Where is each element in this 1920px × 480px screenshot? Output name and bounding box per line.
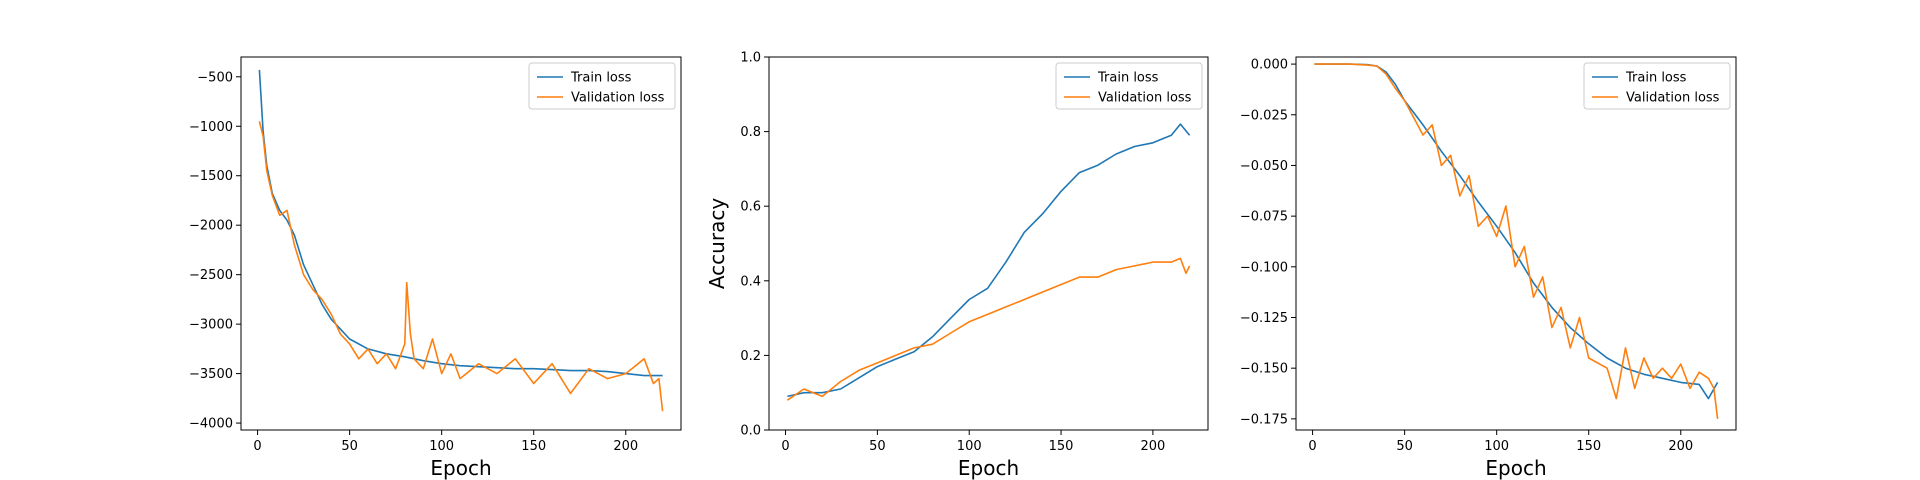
x-axis-label: Epoch (958, 456, 1019, 480)
x-tick-label: 100 (957, 439, 982, 454)
series-line-validation-2 (786, 257, 1191, 401)
y-tick-label: −1500 (189, 169, 233, 184)
legend-box (528, 62, 676, 110)
y-axis-label: Accuracy (705, 198, 729, 289)
y-tick-label: 0.000 (1251, 58, 1288, 73)
legend-label-train: Train loss (570, 71, 632, 86)
y-tick-label: −2000 (189, 219, 233, 234)
chart-panel-3: 0 50 100 150 200 0.000 −0.025 −0.050 −0.075 −0.10… (1240, 56, 1737, 480)
x-tick-label: 200 (613, 439, 638, 454)
y-tick-label: 0.6 (740, 200, 761, 215)
axes-frame (768, 56, 1209, 431)
legend-label-validation: Validation loss (1098, 91, 1192, 106)
legend-label-validation: Validation loss (1626, 91, 1720, 106)
y-tick-label: −500 (197, 70, 233, 85)
y-tick-label: −0.075 (1240, 210, 1288, 225)
x-tick-label: 50 (341, 439, 358, 454)
axes-frame (1295, 56, 1737, 431)
y-tick-label: −0.025 (1240, 108, 1288, 123)
y-tick-label: −0.050 (1240, 159, 1288, 174)
x-tick-label: 50 (869, 439, 886, 454)
legend-box (1583, 62, 1731, 110)
series-line-train-3 (1314, 63, 1719, 400)
x-tick-label: 150 (521, 439, 546, 454)
x-tick-label: 100 (429, 439, 454, 454)
x-tick-label: 50 (1396, 439, 1413, 454)
axes-frame (240, 56, 682, 431)
legend: Train loss Validation loss (1055, 62, 1203, 110)
x-tick-label: 150 (1576, 439, 1601, 454)
y-tick-label: −2500 (189, 268, 233, 283)
legend: Train loss Validation loss (528, 62, 676, 110)
legend: Train loss Validation loss (1583, 62, 1731, 110)
y-tick-label: −3000 (189, 318, 233, 333)
series-line-train-2 (787, 123, 1191, 398)
series-line-validation-1 (258, 121, 664, 412)
y-tick-label: −0.175 (1240, 412, 1288, 427)
legend-label-validation: Validation loss (571, 91, 665, 106)
legend-label-train: Train loss (1625, 71, 1687, 86)
chart-panel-1: 0 50 100 150 200 −4000 −3500 −3000 −2500 −2000 −15… (189, 56, 682, 480)
chart-panel-2: 0 50 100 150 200 0.0 0.2 0.4 0.6 0.8 1.0 Epoch Accur… (705, 51, 1209, 480)
x-tick-label: 0 (781, 439, 789, 454)
y-tick-label: −0.100 (1240, 260, 1288, 275)
y-tick-label: −1000 (189, 120, 233, 135)
x-axis-label: Epoch (430, 456, 491, 480)
x-tick-label: 0 (1308, 439, 1316, 454)
x-tick-label: 200 (1668, 439, 1693, 454)
y-tick-label: 1.0 (740, 51, 761, 66)
y-tick-label: −0.125 (1240, 311, 1288, 326)
legend-label-train: Train loss (1097, 71, 1159, 86)
x-tick-label: 150 (1049, 439, 1074, 454)
y-tick-label: 0.4 (740, 274, 761, 289)
x-tick-label: 100 (1484, 439, 1509, 454)
y-tick-label: −3500 (189, 367, 233, 382)
series-line-validation-3 (1314, 63, 1719, 419)
x-tick-label: 200 (1140, 439, 1165, 454)
x-axis-label: Epoch (1485, 456, 1546, 480)
x-tick-label: 0 (253, 439, 261, 454)
series-line-train-1 (258, 69, 663, 377)
y-tick-label: −4000 (189, 417, 233, 432)
y-tick-label: 0.2 (740, 349, 761, 364)
y-tick-label: 0.0 (740, 424, 761, 439)
legend-box (1055, 62, 1203, 110)
y-tick-label: 0.8 (740, 125, 761, 140)
y-tick-label: −0.150 (1240, 362, 1288, 377)
